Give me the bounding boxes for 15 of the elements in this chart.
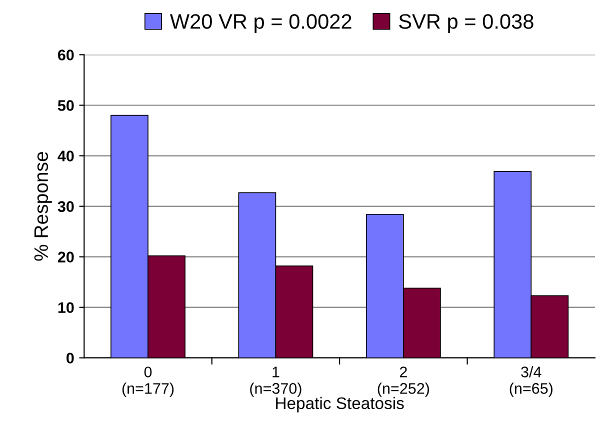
legend-label: SVR p = 0.038 <box>399 14 534 33</box>
y-axis-title: % Response <box>34 152 52 261</box>
y-tick-label: 10 <box>58 302 74 314</box>
y-tick-label: 50 <box>58 100 74 111</box>
y-tick-label: 20 <box>58 252 74 262</box>
y-tick-label: 40 <box>58 150 74 162</box>
x-tick-label: 3/4 (n=65) <box>510 366 552 397</box>
y-tick-label: 0 <box>66 352 74 364</box>
x-axis-title: Hepatic Steatosis <box>276 396 404 412</box>
y-tick-label: 30 <box>58 201 74 212</box>
x-tick-label: 1 (n=370) <box>250 366 302 397</box>
y-tick-label: 60 <box>58 50 74 60</box>
x-tick-label: 0 (n=177) <box>122 366 174 397</box>
legend-label: W20 VR p = 0.0022 <box>170 14 352 33</box>
x-tick-label: 2 (n=252) <box>378 366 430 397</box>
